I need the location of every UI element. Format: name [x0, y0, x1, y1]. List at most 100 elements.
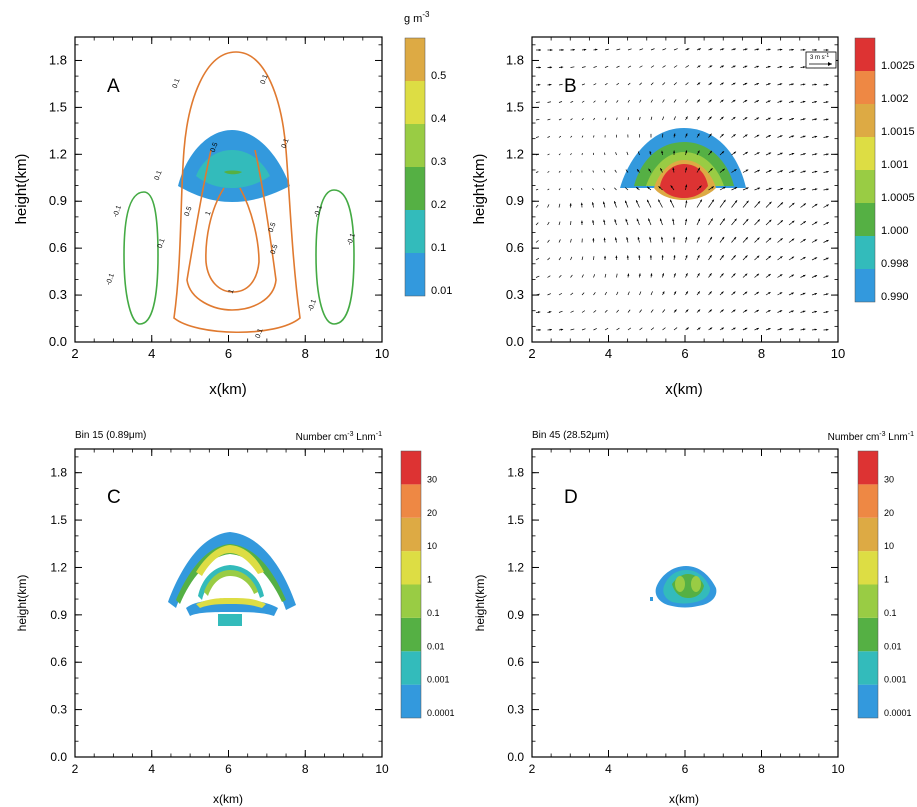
- wind-vector: [547, 101, 551, 103]
- wind-vector: [570, 66, 575, 68]
- wind-vector-head: [572, 48, 575, 51]
- wind-vector: [639, 309, 642, 313]
- wind-vector-head: [647, 199, 650, 203]
- wind-vector-head: [614, 237, 617, 240]
- wind-vector: [570, 238, 572, 243]
- wind-vector-head: [769, 219, 772, 223]
- wind-vector: [639, 116, 641, 121]
- panel-c-inner-arc-core: [204, 570, 258, 596]
- wind-vector-head: [721, 151, 725, 154]
- wind-vector-head: [826, 101, 829, 104]
- y-tick-label: 1.5: [49, 99, 67, 114]
- contour-label: 0.1: [154, 170, 164, 182]
- panel-d-xlabel: x(km): [669, 792, 699, 806]
- wind-vector: [581, 135, 584, 138]
- wind-vector-head: [756, 83, 759, 86]
- x-tick-label: 2: [529, 762, 536, 776]
- wind-vector: [558, 239, 561, 243]
- colorbar-segment: [858, 584, 878, 618]
- wind-vector-head: [733, 151, 737, 154]
- wind-vector-head: [780, 202, 783, 205]
- wind-vector-head: [769, 187, 772, 190]
- colorbar-label: 1.002: [881, 93, 909, 105]
- y-tick-label: 0.0: [49, 334, 67, 349]
- wind-vector-head: [709, 150, 712, 154]
- colorbar-label: 0.0001: [427, 708, 455, 718]
- wind-vector-head: [802, 328, 806, 331]
- colorbar-label: 0.1: [431, 242, 446, 254]
- wind-vector-head: [561, 48, 564, 52]
- wind-vector-head: [814, 328, 817, 331]
- wind-vector-head: [814, 170, 818, 173]
- wind-vector-head: [721, 309, 724, 312]
- colorbar-segment: [401, 651, 421, 685]
- wind-vector: [558, 203, 561, 208]
- colorbar-label: 30: [427, 474, 437, 484]
- wind-vector-head: [538, 48, 541, 52]
- panel-c-outer-arc: [168, 532, 296, 610]
- wind-vector-head: [549, 83, 552, 86]
- wind-vector-head: [723, 199, 726, 203]
- y-tick-label: 1.8: [50, 466, 67, 480]
- wind-vector: [627, 48, 632, 51]
- wind-vector-head: [768, 310, 771, 313]
- colorbar-segment: [401, 684, 421, 718]
- colorbar-label: 1.0025: [881, 60, 915, 72]
- wind-vector-head: [814, 100, 817, 104]
- wind-vector-head: [659, 218, 662, 221]
- wind-vector-head: [603, 219, 606, 223]
- panel-d-ylabel: height(km): [473, 575, 487, 632]
- y-tick-label: 1.5: [506, 99, 524, 114]
- panel-b-reference-label: 3 m s-1: [810, 53, 829, 61]
- wind-vector: [593, 274, 595, 278]
- wind-vector-head: [673, 150, 676, 153]
- colorbar-label: 0.1: [427, 608, 440, 618]
- wind-vector-head: [791, 220, 795, 223]
- wind-vector: [662, 309, 666, 313]
- wind-vector-head: [802, 292, 806, 295]
- wind-vector-head: [709, 309, 712, 312]
- wind-vector-head: [710, 48, 713, 51]
- wind-vector-head: [732, 99, 736, 103]
- contour-label: -0.1: [346, 233, 357, 247]
- wind-vector: [570, 328, 575, 331]
- wind-vector-head: [779, 100, 783, 103]
- wind-vector: [558, 188, 561, 191]
- panel-d-ticks: 2 4 6 8 10 0.0 0.3 0.6 0.9 1.2 1.5 1.8: [507, 449, 845, 776]
- wind-vector-head: [648, 218, 651, 221]
- wind-vector-head: [685, 133, 688, 136]
- wind-vector-head: [745, 237, 748, 240]
- wind-vector-head: [826, 222, 829, 225]
- wind-vector-head: [780, 220, 783, 223]
- wind-vector-head: [744, 83, 748, 85]
- panel-a-contour-neg-right: [315, 189, 355, 325]
- colorbar-segment: [855, 71, 875, 104]
- colorbar-label: 0.1: [884, 608, 897, 618]
- wind-vector-head: [733, 65, 736, 68]
- panel-b-xlabel: x(km): [665, 381, 703, 398]
- colorbar-frame: [404, 37, 426, 297]
- wind-vector-head: [803, 188, 806, 191]
- colorbar-frame: [854, 37, 876, 303]
- wind-vector: [558, 257, 562, 261]
- y-tick-label: 1.5: [507, 513, 524, 527]
- wind-vector: [558, 221, 561, 226]
- wind-vector-head: [768, 100, 771, 103]
- wind-vector-head: [538, 328, 541, 332]
- panel-a-xlabel: x(km): [209, 381, 247, 398]
- wind-vector-head: [814, 188, 818, 191]
- wind-vector-head: [744, 117, 748, 120]
- wind-vector-head: [685, 218, 688, 222]
- x-tick-label: 10: [375, 346, 389, 361]
- wind-vector-head: [802, 83, 806, 86]
- wind-vector-head: [670, 199, 673, 203]
- y-tick-label: 0.3: [507, 703, 524, 717]
- wind-vector-head: [709, 82, 712, 85]
- colorbar-frame: [400, 450, 422, 719]
- wind-vector: [535, 257, 540, 261]
- wind-vector-head: [583, 48, 587, 51]
- contour-label: 0.1: [260, 74, 270, 86]
- wind-vector-head: [745, 151, 748, 155]
- wind-vector-head: [826, 188, 829, 191]
- wind-vector-head: [803, 239, 806, 242]
